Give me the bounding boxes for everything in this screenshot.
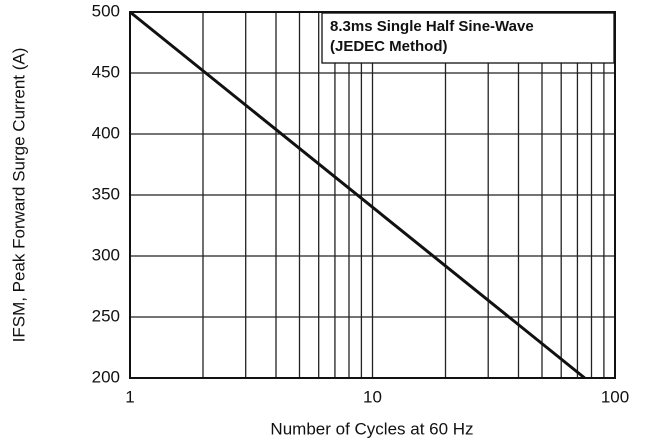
y-axis-label: IFSM, Peak Forward Surge Current (A) xyxy=(9,48,28,343)
y-tick-label: 350 xyxy=(92,184,120,203)
y-tick-label: 200 xyxy=(92,367,120,386)
annotation: (JEDEC Method) xyxy=(330,38,448,55)
y-tick-label: 500 xyxy=(92,1,120,20)
x-tick-label: 10 xyxy=(363,387,382,406)
y-tick-label: 400 xyxy=(92,123,120,142)
x-tick-label: 100 xyxy=(601,387,629,406)
y-tick-label: 300 xyxy=(92,245,120,264)
x-tick-label: 1 xyxy=(125,387,134,406)
annotation-box xyxy=(321,12,615,64)
data-line xyxy=(129,10,586,380)
y-tick-label: 250 xyxy=(92,306,120,325)
y-tick-label: 450 xyxy=(92,62,120,81)
plot-frame xyxy=(129,11,616,379)
annotation: 8.3ms Single Half Sine-Wave xyxy=(330,18,534,35)
x-axis-label: Number of Cycles at 60 Hz xyxy=(270,419,473,438)
